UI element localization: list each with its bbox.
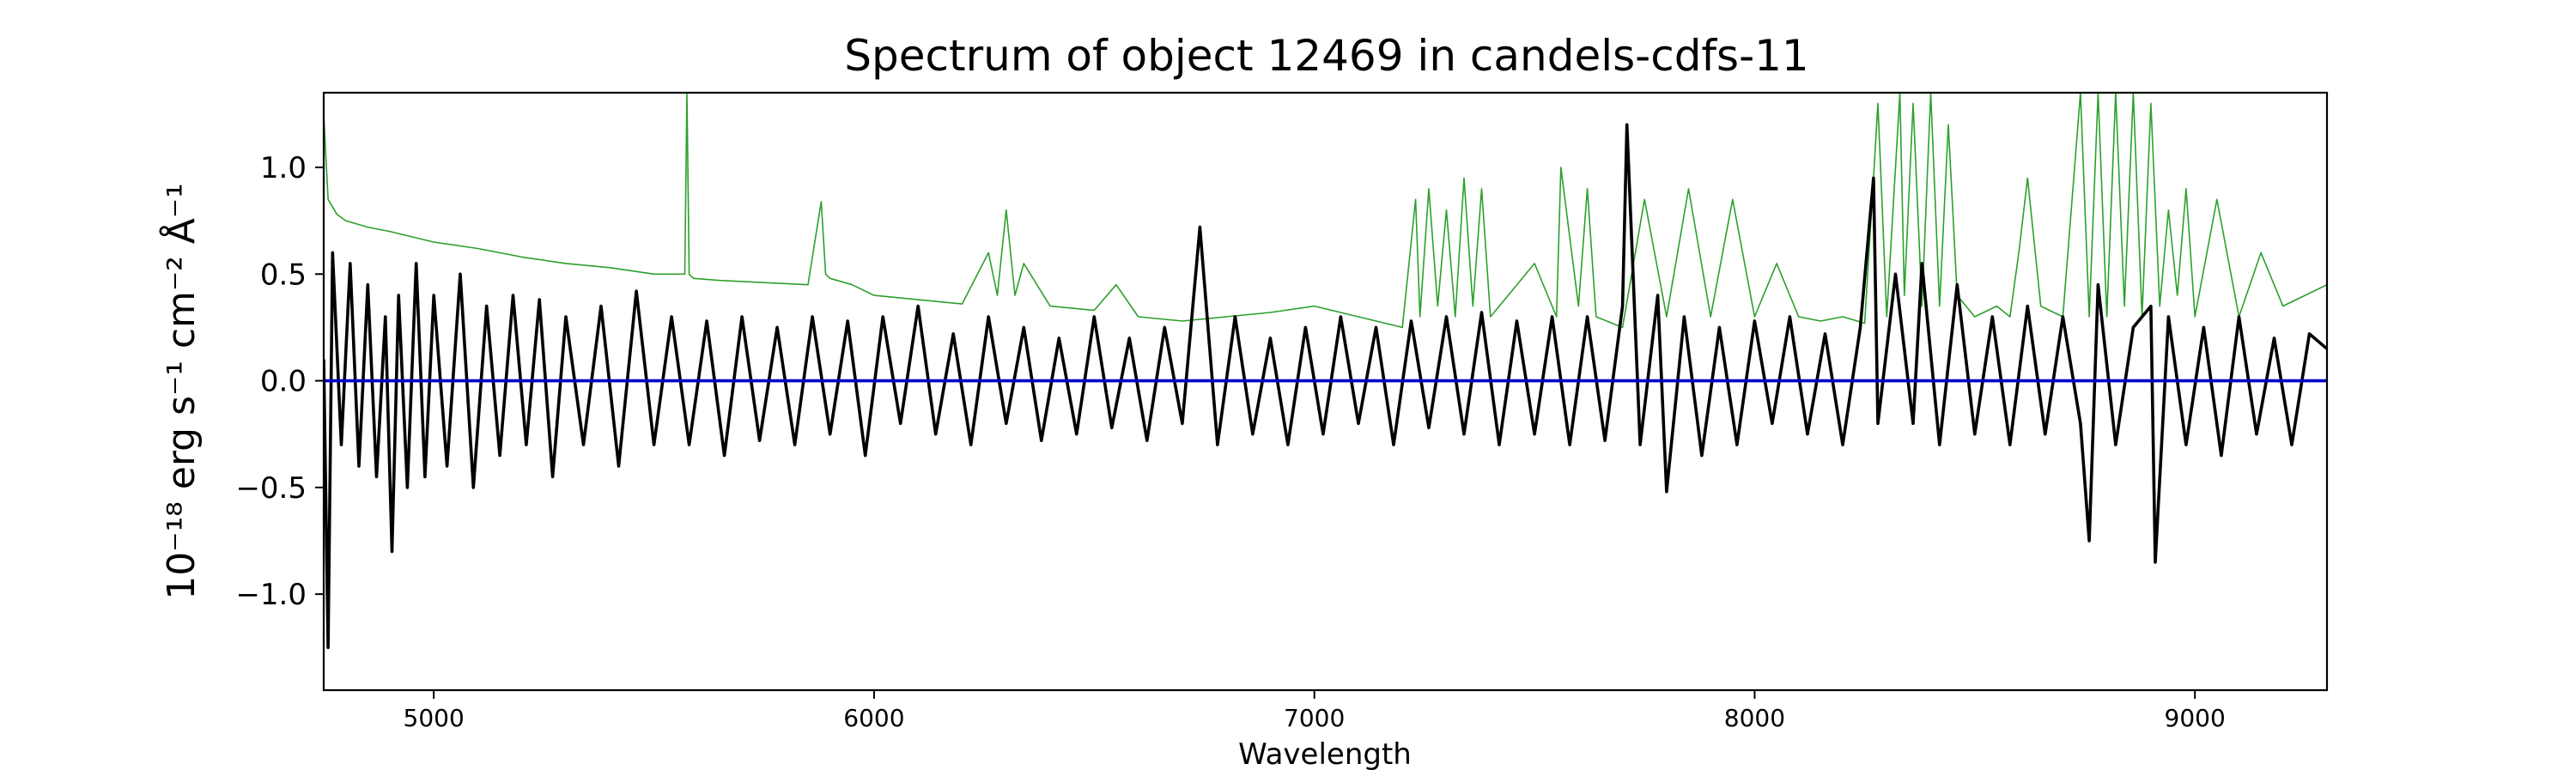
plot-area <box>324 93 2327 650</box>
x-tick-label: 9000 <box>2165 704 2226 732</box>
series-flux-line <box>324 123 2327 650</box>
y-tick-label: −0.5 <box>235 471 307 506</box>
x-tick-label: 8000 <box>1724 704 1785 732</box>
y-axis-label: 10⁻¹⁸ erg s⁻¹ cm⁻² Å⁻¹ <box>158 183 204 599</box>
y-tick-label: −1.0 <box>235 578 307 612</box>
y-tick-label: 0.5 <box>260 258 307 292</box>
x-tick-label: 6000 <box>843 704 904 732</box>
chart-title: Spectrum of object 12469 in candels-cdfs… <box>844 31 1809 81</box>
x-axis: 5000 6000 7000 8000 9000 <box>404 690 2226 732</box>
y-tick-label: 1.0 <box>260 151 307 185</box>
plot-frame <box>322 91 2329 692</box>
y-axis: −1.0 −0.5 0.0 0.5 1.0 <box>235 151 324 612</box>
y-tick-label: 0.0 <box>260 365 307 399</box>
x-tick-label: 5000 <box>404 704 465 732</box>
series-error-line <box>324 93 2327 329</box>
x-tick-label: 7000 <box>1284 704 1345 732</box>
x-axis-label: Wavelength <box>1238 737 1412 772</box>
